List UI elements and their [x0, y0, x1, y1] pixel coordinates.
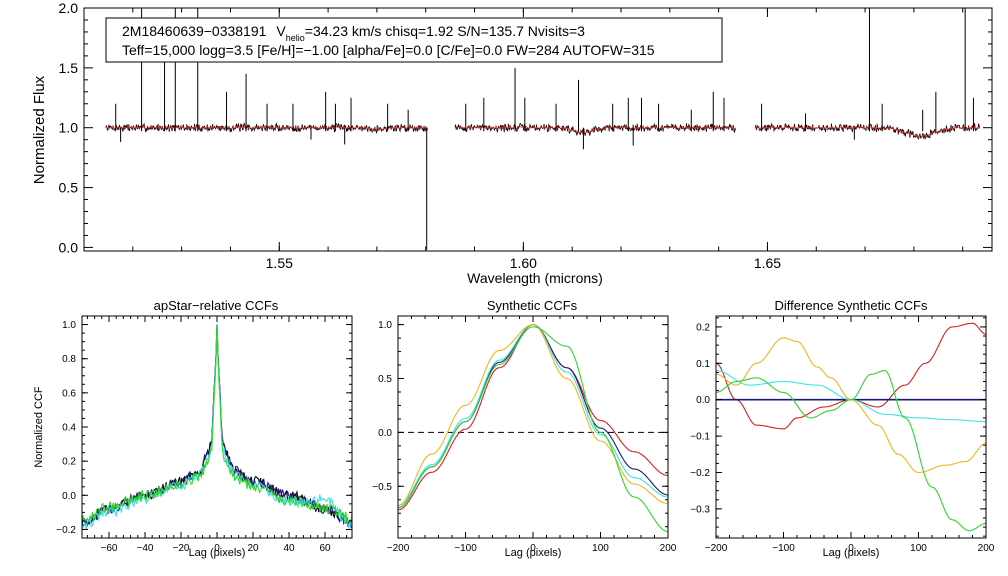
apstar-ccf-ticks: −60 −40 −20 0 20 40 60 −0.2 0.0 0.2 0.4 0.6 0.8 1.0 — [56, 315, 352, 554]
synthetic-ccf-xtick-label: −100 — [454, 543, 477, 554]
spectrum-model-segment — [754, 125, 981, 138]
difference-ccf-xtick-label: 200 — [978, 543, 995, 554]
synthetic-ccf-xtick-label: 0 — [530, 543, 536, 554]
apstar-ccf-line-green — [81, 324, 353, 524]
spectrum-ytick-label: 0.5 — [59, 179, 79, 195]
synthetic-ccf-ticks: −200 −100 0 100 200 −0.5 0.0 0.5 1.0 — [372, 316, 677, 554]
spectrum-model-segment — [454, 125, 736, 135]
synthetic-ccf-ytick-label: 0.0 — [378, 428, 392, 439]
synthetic-ccf-series — [397, 324, 669, 533]
synthetic-ccf-xtick-label: 100 — [592, 543, 609, 554]
spectrum-xtick-label: 1.65 — [754, 255, 781, 271]
difference-ccf-xtick-label: −200 — [705, 543, 728, 554]
difference-ccf-panel: Difference Synthetic CCFs −200 −100 0 100 20… — [690, 298, 995, 559]
spectrum-ytick-label: 0.0 — [59, 239, 79, 255]
apstar-ccf-ytick-label: 1.0 — [62, 320, 76, 331]
spectrum-ytick-label: 1.5 — [59, 60, 79, 76]
apstar-ccf-xtick-label: −20 — [173, 543, 190, 554]
apstar-ccf-ytick-label: 0.6 — [62, 388, 76, 399]
synthetic-ccf-line-orange — [397, 324, 669, 507]
difference-ccf-title: Difference Synthetic CCFs — [775, 298, 928, 313]
difference-ccf-line-green — [715, 370, 987, 532]
apstar-ccf-xtick-label: −60 — [101, 543, 118, 554]
synthetic-ccf-ytick-label: −0.5 — [372, 482, 392, 493]
spectrum-legend-box — [105, 17, 723, 63]
synthetic-ccf-xtick-label: 200 — [660, 543, 677, 554]
spectrum-ylabel: Normalized Flux — [31, 75, 48, 184]
spectrum-legend-line2: Teff=15,000 logg=3.5 [Fe/H]=−1.00 [alpha… — [122, 42, 655, 58]
apstar-ccf-ytick-label: 0.2 — [62, 457, 76, 468]
apstar-ccf-panel: apStar−relative CCFs −60 −40 −20 0 20 40 60 −0.… — [33, 298, 353, 559]
apstar-ccf-series — [81, 324, 353, 531]
spectrum-legend-line1: 2M18460639−0338191 Vhelio=34.23 km/s chis… — [122, 23, 585, 43]
difference-ccf-xtick-label: 0 — [848, 543, 854, 554]
synthetic-ccf-title: Synthetic CCFs — [487, 298, 578, 313]
difference-ccf-ytick-label: −0.1 — [690, 432, 710, 443]
apstar-ccf-ylabel: Normalized CCF — [33, 386, 45, 468]
spectrum-panel: 1.55 1.60 1.65 0.0 0.5 1.0 1.5 2.0 2M18460639−0… — [31, 0, 993, 286]
spectrum-plot-frame — [83, 7, 993, 252]
difference-ccf-ytick-label: 0.2 — [696, 322, 710, 333]
apstar-ccf-xtick-label: 0 — [214, 543, 220, 554]
spectrum-observed-segment — [454, 122, 737, 137]
synthetic-ccf-xtick-label: −200 — [387, 543, 410, 554]
synthetic-ccf-panel: Synthetic CCFs −200 −100 0 100 200 −0.5 0.0 0.5… — [372, 298, 677, 559]
spectrum-xlabel: Wavelength (microns) — [467, 270, 603, 286]
apstar-ccf-ytick-label: 0.8 — [62, 354, 76, 365]
difference-ccf-xtick-label: 100 — [910, 543, 927, 554]
synthetic-ccf-ytick-label: 0.5 — [378, 374, 392, 385]
difference-ccf-ytick-label: 0.0 — [696, 395, 710, 406]
difference-ccf-xlabel: Lag (pixels) — [823, 547, 880, 559]
apstar-ccf-xtick-label: −40 — [137, 543, 154, 554]
apstar-ccf-xtick-label: 40 — [283, 543, 295, 554]
apstar-ccf-ytick-label: 0.0 — [62, 491, 76, 502]
spectrum-xtick-label: 1.55 — [266, 255, 293, 271]
apstar-ccf-xtick-label: 20 — [247, 543, 259, 554]
apstar-ccf-ytick-label: 0.4 — [62, 423, 76, 434]
synthetic-ccf-line-green — [397, 326, 669, 533]
spectrum-ytick-label: 1.0 — [59, 120, 79, 136]
difference-ccf-ytick-label: −0.2 — [690, 468, 710, 479]
difference-ccf-xtick-label: −100 — [772, 543, 795, 554]
spectrum-xtick-label: 1.60 — [510, 255, 537, 271]
apstar-ccf-title: apStar−relative CCFs — [154, 298, 279, 313]
difference-ccf-ytick-label: −0.3 — [690, 504, 710, 515]
spectrum-ytick-label: 2.0 — [59, 0, 79, 16]
difference-ccf-ytick-label: 0.1 — [696, 359, 710, 370]
synthetic-ccf-xlabel: Lag (pixels) — [505, 547, 562, 559]
difference-ccf-ticks: −200 −100 0 100 200 −0.3 −0.2 −0.1 0.0 0.1 0.2 — [690, 316, 995, 554]
apstar-ccf-xlabel: Lag (pixels) — [189, 547, 246, 559]
difference-ccf-series — [715, 322, 987, 532]
spectrum-ticks: 1.55 1.60 1.65 0.0 0.5 1.0 1.5 2.0 — [59, 0, 992, 271]
synthetic-ccf-ytick-label: 1.0 — [378, 320, 392, 331]
apstar-ccf-ytick-label: −0.2 — [56, 525, 76, 536]
apstar-ccf-xtick-label: 60 — [319, 543, 331, 554]
